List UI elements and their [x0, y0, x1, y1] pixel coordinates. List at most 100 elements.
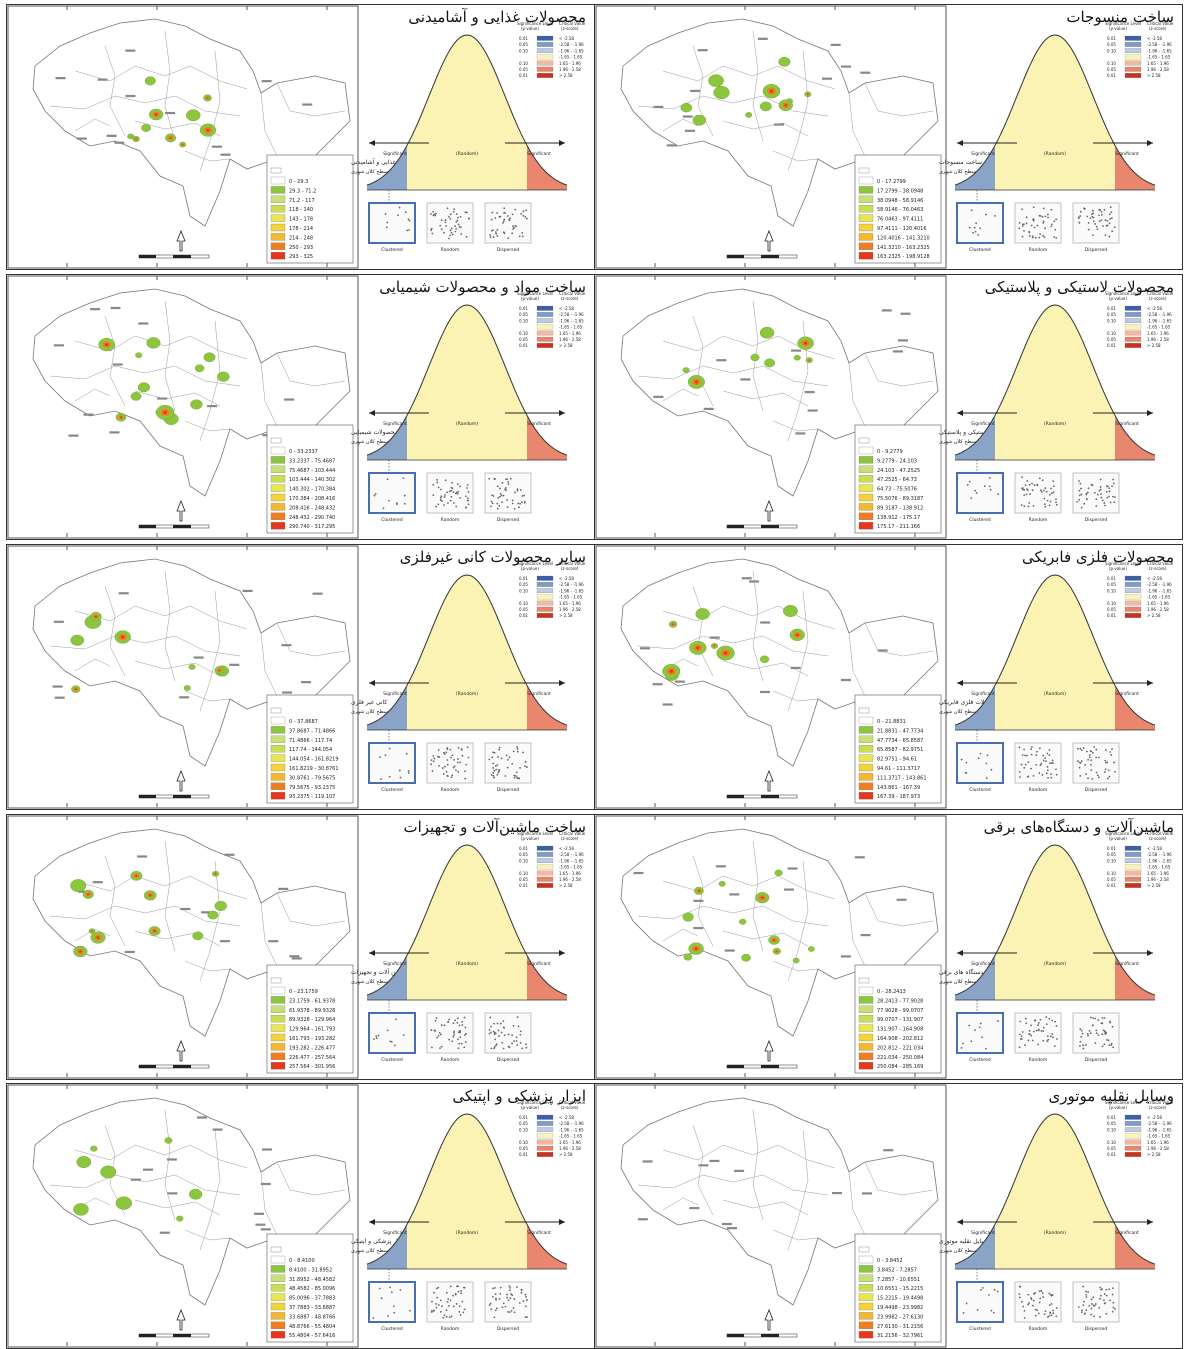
pattern-dot	[488, 1304, 491, 1306]
pattern-dot	[496, 235, 499, 237]
z-score-cell: 1.65 - 1.96	[559, 601, 581, 606]
pattern-dot	[1046, 766, 1049, 768]
legend-class-label: 33.6887 - 48.8766	[289, 1314, 335, 1320]
hotspot-peak	[218, 669, 221, 672]
pattern-dot	[511, 499, 514, 502]
pattern-dot	[1027, 1293, 1030, 1296]
pattern-dot	[439, 1047, 441, 1050]
pattern-dot	[444, 494, 446, 496]
z-score-cell: -1.96 - -1.65	[1147, 1127, 1172, 1132]
pattern-dot	[498, 1035, 500, 1037]
random-box	[1014, 1012, 1062, 1054]
hotspot-peak	[119, 416, 122, 419]
hotspot-blob	[214, 900, 227, 911]
pattern-dot	[1042, 207, 1045, 210]
random-label: (Random)	[456, 691, 478, 697]
north-arrow	[764, 229, 774, 252]
significance-swatch	[1124, 588, 1142, 593]
county-boundary	[49, 95, 241, 117]
curve-left-tail	[367, 955, 407, 1000]
hotspot-peak	[105, 343, 109, 347]
pattern-dot	[1111, 485, 1113, 488]
pattern-dot	[1106, 1038, 1108, 1041]
pattern-dot	[979, 1022, 982, 1025]
pattern-dot	[1042, 1030, 1045, 1032]
pattern-dot	[1045, 490, 1048, 493]
significance-swatch	[1124, 575, 1142, 581]
pattern-dot	[457, 490, 460, 493]
pattern-dot	[1104, 771, 1106, 773]
dispersed-box-label: Dispersed	[1085, 1057, 1108, 1063]
hotspot-peak	[772, 939, 776, 942]
pattern-dot	[1104, 504, 1106, 507]
pattern-dot	[446, 1301, 449, 1303]
pattern-dot	[466, 211, 468, 214]
pattern-dot	[1036, 224, 1039, 227]
pattern-dot	[388, 747, 391, 750]
pattern-dot	[1047, 216, 1049, 219]
dispersed-box	[1072, 202, 1120, 244]
pattern-dot	[1085, 1293, 1088, 1296]
pattern-dot	[1034, 236, 1037, 239]
pattern-dot	[1028, 230, 1031, 233]
pattern-dot	[1031, 1039, 1034, 1042]
critical-value-header: Critical Value	[1147, 1100, 1174, 1105]
place-label	[760, 621, 771, 624]
map-drawing	[620, 558, 939, 767]
pattern-dot	[492, 774, 495, 777]
pattern-dot	[439, 1310, 442, 1313]
significance-swatch	[536, 613, 554, 618]
pattern-dot	[1038, 1301, 1041, 1304]
bell-curve-line	[954, 574, 1156, 726]
pattern-dot	[1097, 776, 1100, 779]
pattern-dot	[458, 1042, 461, 1045]
place-label	[740, 378, 751, 381]
bell-curve-line	[366, 304, 568, 456]
pattern-dot	[504, 488, 506, 491]
hotspot-peak	[672, 623, 674, 625]
significance-swatch	[536, 42, 554, 47]
pattern-dot	[440, 1024, 443, 1026]
p-value-cell: 0.05	[519, 877, 528, 882]
place-label	[106, 134, 117, 137]
county-boundary	[164, 1109, 176, 1221]
pattern-dot	[1050, 208, 1053, 211]
pattern-dot	[448, 1305, 450, 1307]
pattern-dot	[452, 1035, 455, 1038]
clustered-box	[956, 742, 1004, 784]
county-boundary	[637, 365, 829, 387]
pattern-dot	[1108, 495, 1110, 498]
legend-class-label: 29.3 - 71.2	[289, 188, 316, 194]
pattern-dot	[374, 493, 377, 495]
scale-bar-segment	[173, 525, 191, 528]
pattern-dot	[501, 1306, 504, 1309]
place-label	[302, 103, 313, 106]
place-label	[78, 890, 89, 893]
pattern-dot	[511, 762, 514, 765]
pattern-dot	[445, 1291, 448, 1294]
pattern-dot	[493, 769, 496, 772]
place-label	[125, 94, 136, 98]
legend-class-label: 167.39 - 187.973	[877, 794, 920, 800]
pattern-dot	[431, 232, 434, 235]
pattern-dot	[440, 488, 442, 491]
significant-label: Significant	[383, 691, 407, 697]
legend-swatch	[858, 1312, 874, 1320]
pattern-dot	[1084, 208, 1086, 210]
p-value-cell: 0.10	[1107, 61, 1116, 66]
legend-swatch	[858, 1062, 874, 1070]
pattern-dot	[452, 1294, 454, 1297]
hotspot-blob	[70, 879, 87, 893]
hotspot-peak	[784, 103, 788, 107]
p-value-cell: 0.01	[519, 883, 528, 888]
county-boundary	[164, 570, 176, 682]
place-label	[260, 1228, 271, 1231]
pattern-dot	[1055, 237, 1058, 239]
pattern-dot	[496, 229, 499, 231]
pattern-dot	[514, 208, 517, 211]
pattern-dot	[1050, 1314, 1053, 1317]
z-score-header: (z-score)	[561, 296, 579, 301]
pattern-dot	[496, 764, 499, 766]
county-boundary	[260, 92, 278, 157]
